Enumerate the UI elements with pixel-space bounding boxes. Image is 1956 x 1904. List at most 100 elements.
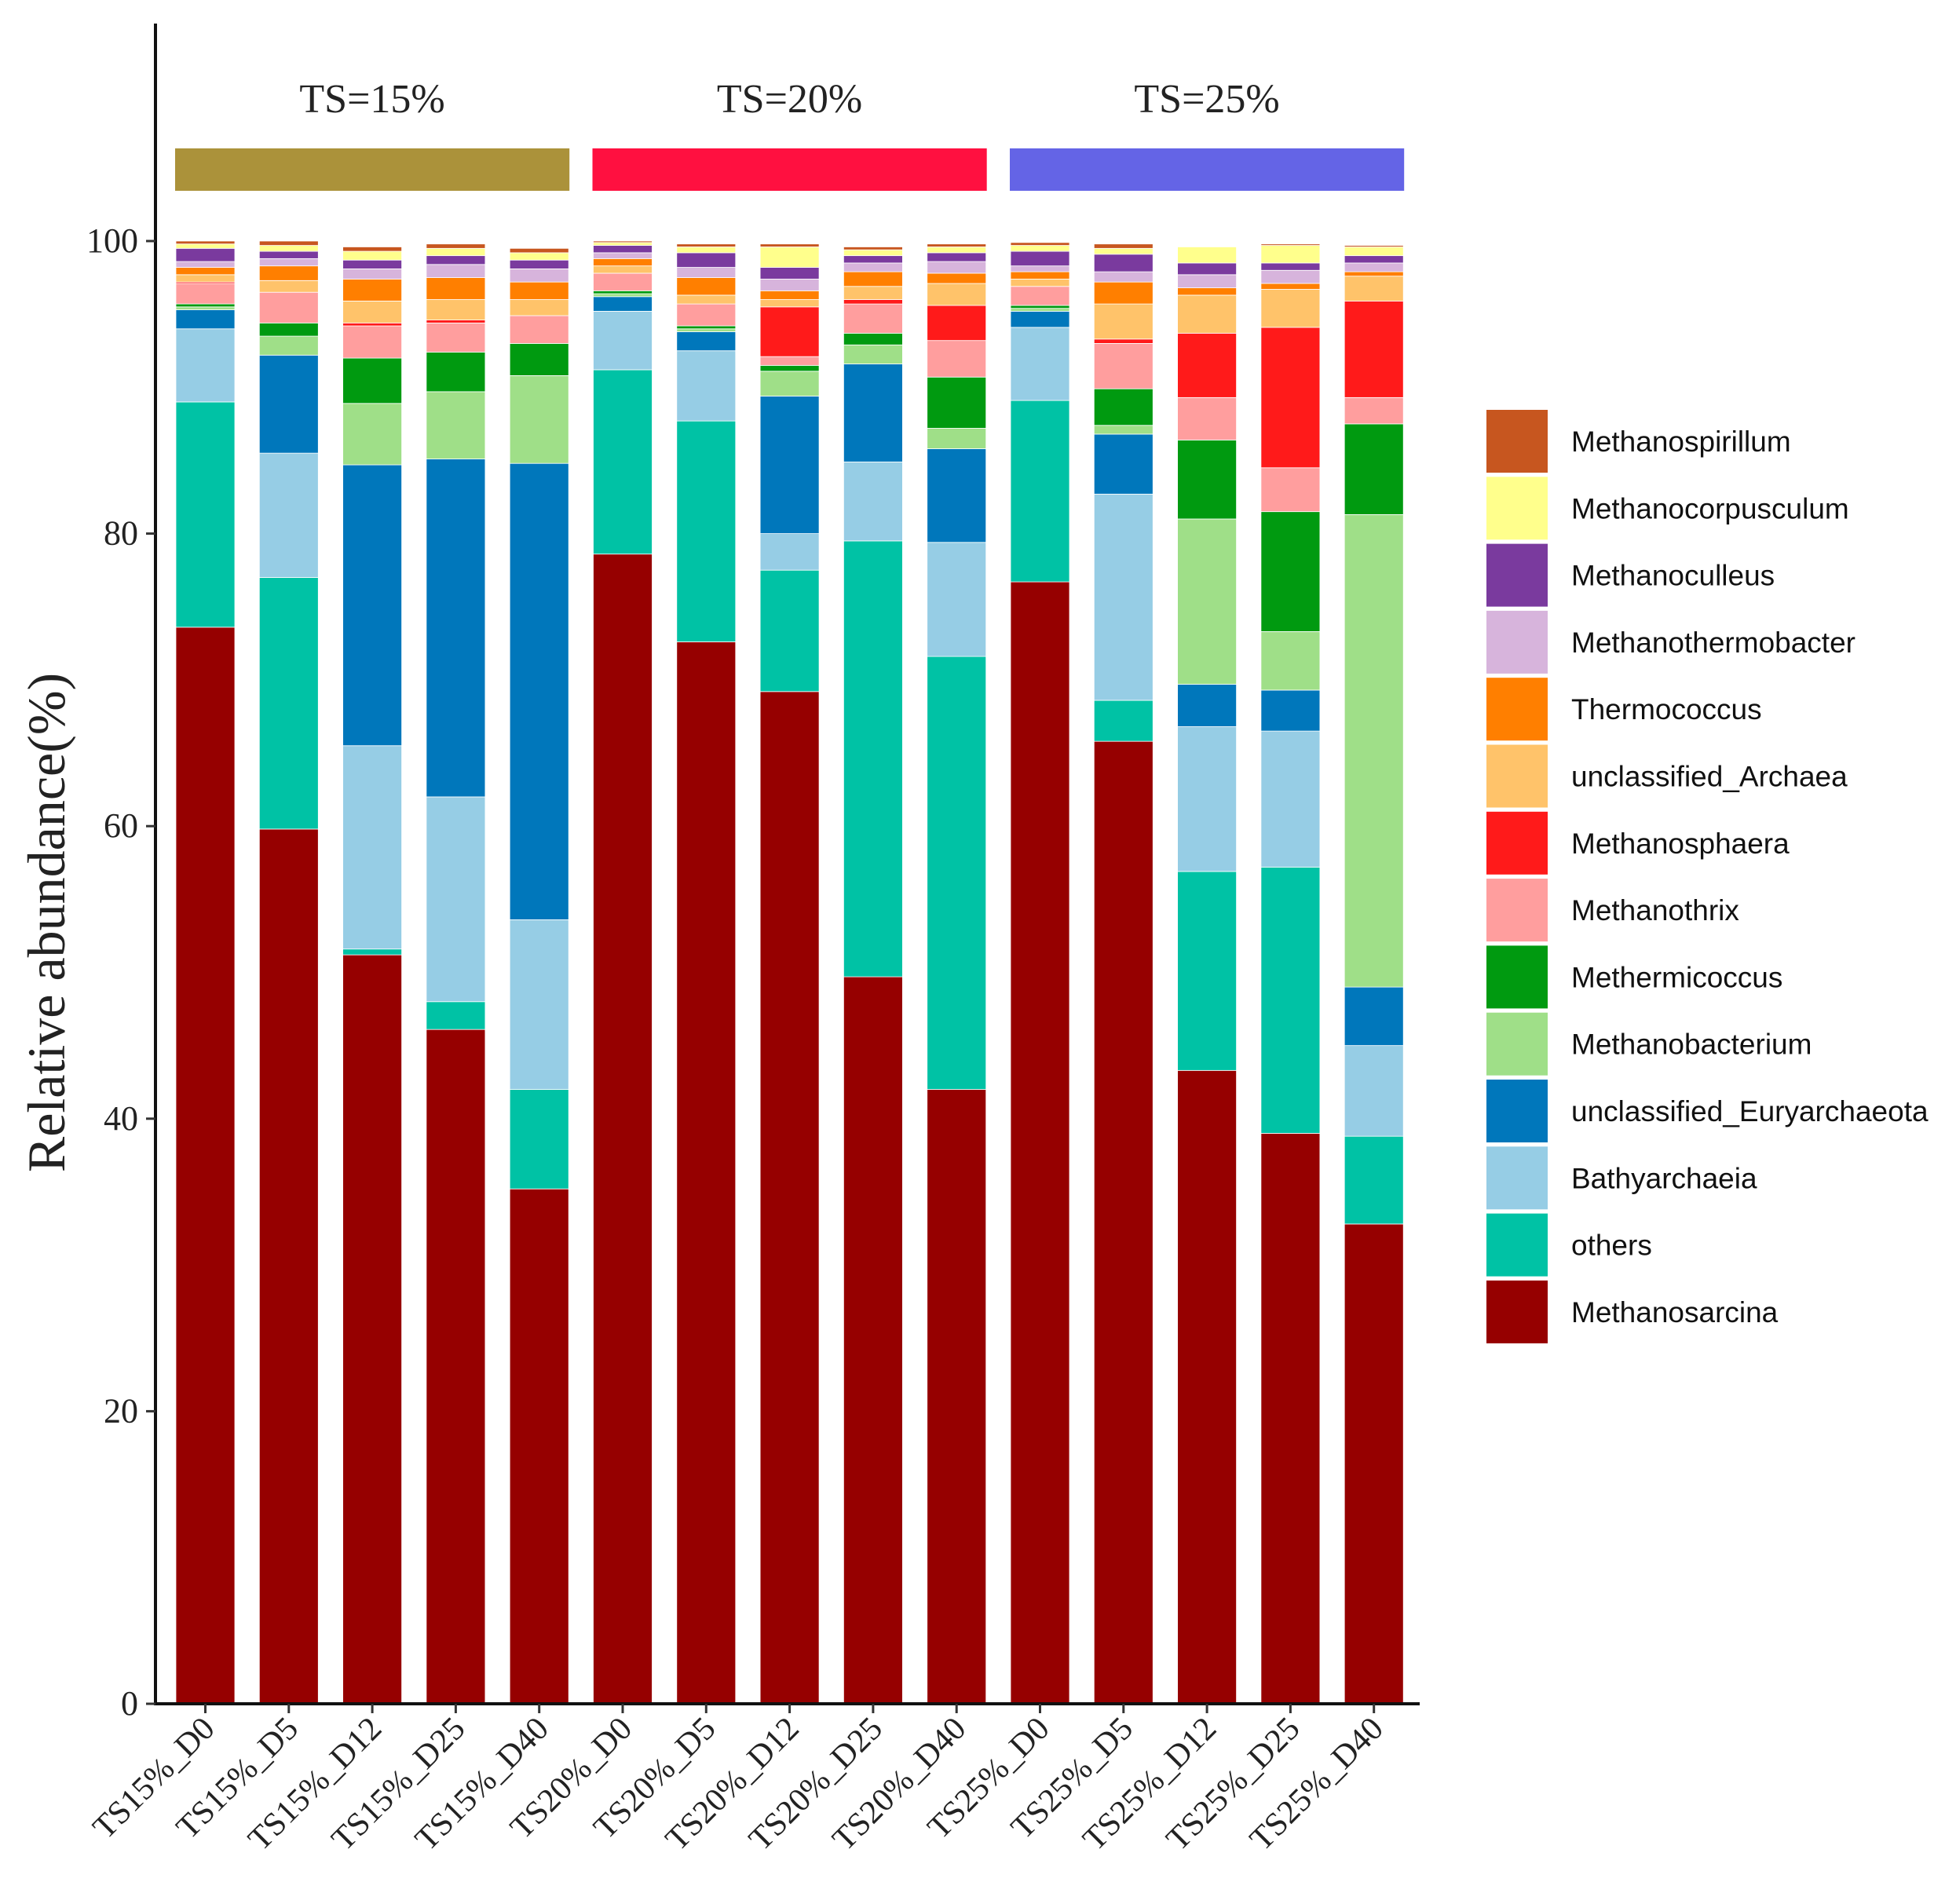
legend-item: Bathyarchaeia <box>1486 1146 1757 1210</box>
bar-segment-methanosarcina <box>927 1089 987 1705</box>
bar-segment-unclassified-archaea <box>426 299 486 321</box>
bar-segment-methanothermobacter <box>927 261 987 274</box>
bar-segment-methanosarcina <box>593 554 653 1705</box>
x-ticks: TS15%_D0TS15%_D5TS15%_D12TS15%_D25TS15%_… <box>86 1704 1391 1858</box>
bar-segment-methanosphaera <box>1093 338 1153 344</box>
bar-segment-others <box>676 420 737 642</box>
bar-segment-methanobacterium <box>342 403 403 466</box>
bar-segment-methermicoccus <box>1177 439 1237 520</box>
legend-item: Methanoculleus <box>1486 543 1775 607</box>
legend-label: Methanospirillum <box>1571 426 1791 458</box>
bar-segment-methanothermobacter <box>509 268 569 283</box>
bar-segment-unclassified-archaea <box>1260 289 1321 328</box>
bar-segment-unclassified-archaea <box>509 299 569 316</box>
legend-label: Methermicoccus <box>1571 961 1782 993</box>
bar-segment-bathyarchaeia <box>843 461 903 542</box>
bar-segment-thermococcus <box>1260 283 1321 290</box>
bar-segment-thermococcus <box>927 272 987 284</box>
bar-segment-thermococcus <box>843 271 903 287</box>
bar-segment-methanothrix <box>1344 397 1404 425</box>
y-tick-label: 80 <box>104 514 138 553</box>
bar-segment-unclassified-euryarchaeota <box>342 464 403 747</box>
bar-segment-methanocorpusculum <box>1093 247 1153 255</box>
group-label: TS=15% <box>299 77 444 122</box>
bar-segment-bathyarchaeia <box>175 328 236 403</box>
bar-segment-methanospirillum <box>342 247 403 252</box>
legend-swatch <box>1486 879 1548 942</box>
bar-segment-unclassified-euryarchaeota <box>759 396 820 534</box>
legend: Methanospirillum Methanocorpusculum Methan… <box>1486 410 1929 1343</box>
bar-segment-unclassified-euryarchaeota <box>1177 684 1237 727</box>
bar-segment-methermicoccus <box>175 303 236 308</box>
bar-segment-methanobacterium <box>843 344 903 364</box>
bar-segment-methanosphaera <box>1177 332 1237 398</box>
bar-segment-thermococcus <box>175 267 236 276</box>
bar-segment-thermococcus <box>258 265 319 281</box>
bar-segment-methermicoccus <box>927 376 987 429</box>
bar-segment-methermicoccus <box>342 357 403 404</box>
bar-segment-others <box>1010 400 1070 583</box>
bar-segment-methanothrix <box>509 315 569 344</box>
bar-segment-methanospirillum <box>593 240 653 243</box>
bar-segment-thermococcus <box>342 279 403 301</box>
bar-segment-methanothermobacter <box>258 258 319 267</box>
y-tick-label: 40 <box>104 1099 138 1138</box>
bar-segment-methanothrix <box>342 325 403 359</box>
legend-item: others <box>1486 1213 1652 1277</box>
bar-segment-methanoculleus <box>175 247 236 262</box>
bar-segment-methanobacterium <box>1177 518 1237 685</box>
bar-segment-methanothermobacter <box>1093 271 1153 283</box>
bar-segment-thermococcus <box>509 281 569 300</box>
y-tick-label: 60 <box>104 806 138 845</box>
legend-swatch <box>1486 477 1548 540</box>
bar-segment-methanocorpusculum <box>1344 247 1404 257</box>
bar-segment-unclassified-archaea <box>342 300 403 323</box>
bar-segment-methanobacterium <box>593 293 653 298</box>
bar-segment-methanospirillum <box>258 240 319 246</box>
bar-segment-bathyarchaeia <box>759 533 820 571</box>
bar-segment-methanothrix <box>426 322 486 353</box>
bar-segment-methanothrix <box>1177 397 1237 440</box>
legend-label: unclassified_Archaea <box>1571 761 1848 793</box>
bar-segment-methermicoccus <box>676 325 737 330</box>
bar-segment-unclassified-archaea <box>1010 279 1070 287</box>
bar-segment-others <box>759 569 820 693</box>
legend-item: unclassified_Archaea <box>1486 744 1848 808</box>
bar-segment-methanothrix <box>175 283 236 305</box>
bar-segment-thermococcus <box>1344 271 1404 277</box>
bar-segment-methanospirillum <box>509 247 569 254</box>
legend-item: Methermicoccus <box>1486 945 1782 1009</box>
bar-segment-methanobacterium <box>676 328 737 332</box>
bar-segment-methanosphaera <box>759 306 820 357</box>
bar-segment-unclassified-euryarchaeota <box>426 459 486 798</box>
bar-segment-methanospirillum <box>175 240 236 245</box>
bar-segment-bathyarchaeia <box>676 350 737 422</box>
bar-segment-methermicoccus <box>426 352 486 393</box>
bar-segment-methanocorpusculum <box>258 245 319 252</box>
bar-segment-methanosarcina <box>759 691 820 1705</box>
bar-segment-methanospirillum <box>676 243 737 247</box>
bar-segment-others <box>1344 1135 1404 1225</box>
bar-segment-others <box>342 948 403 956</box>
bar-segment-unclassified-archaea <box>676 294 737 305</box>
bar-stack <box>927 243 987 1705</box>
legend-item: Methanocorpusculum <box>1486 477 1849 540</box>
legend-swatch <box>1486 610 1548 674</box>
bar-segment-methanothermobacter <box>342 268 403 280</box>
bar-segment-methanothermobacter <box>759 279 820 291</box>
bar-segment-others <box>1093 700 1153 742</box>
bar-stack <box>509 247 569 1705</box>
bar-segment-methanosarcina <box>509 1188 569 1705</box>
bar-segment-thermococcus <box>676 277 737 296</box>
bar-segment-methanocorpusculum <box>676 247 737 254</box>
bar-segment-bathyarchaeia <box>927 542 987 657</box>
bar-segment-methanoculleus <box>1344 255 1404 264</box>
bar-segment-methanospirillum <box>927 243 987 247</box>
bar-segment-unclassified-euryarchaeota <box>1344 986 1404 1047</box>
bar-segment-methanospirillum <box>1093 243 1153 249</box>
bar-segment-methanoculleus <box>509 259 569 269</box>
bar-stack <box>426 243 486 1705</box>
bar-segment-methanoculleus <box>258 250 319 259</box>
bar-segment-unclassified-euryarchaeota <box>1093 433 1153 495</box>
bar-segment-methanobacterium <box>1260 631 1321 691</box>
